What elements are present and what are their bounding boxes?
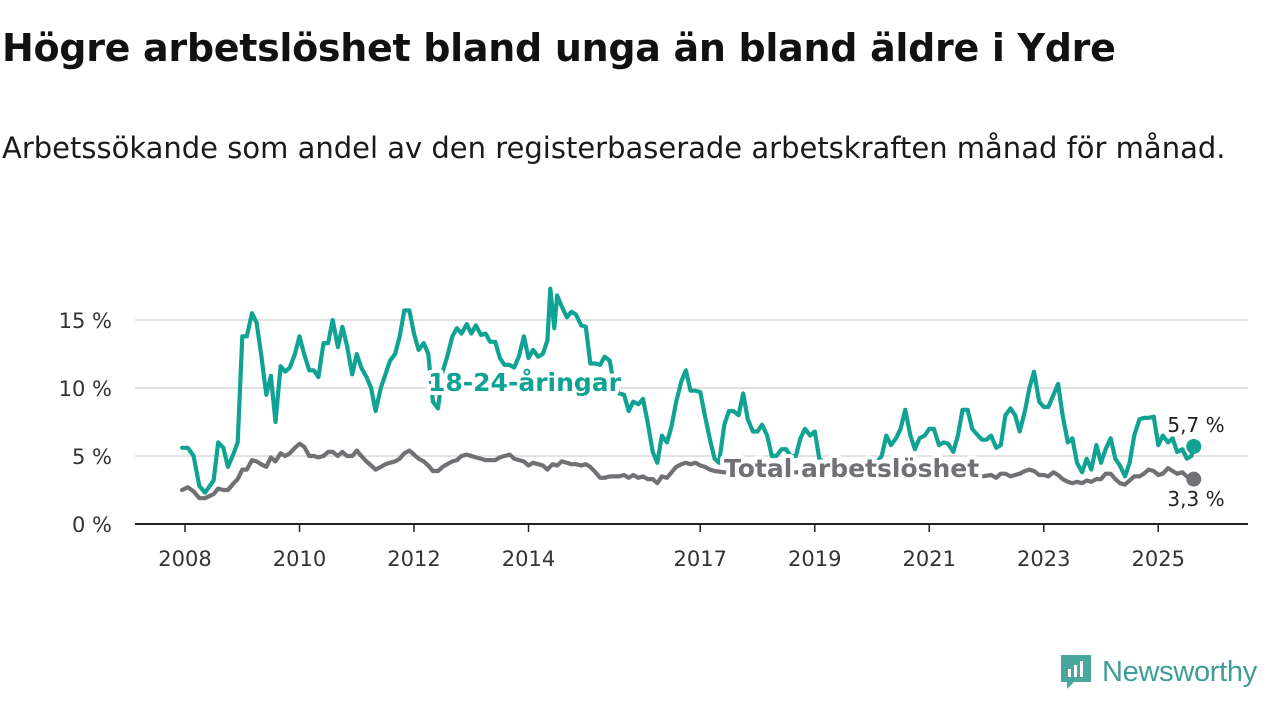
y-tick-label: 0 % [72, 513, 112, 537]
end-point-total [1186, 471, 1202, 487]
y-tick-label: 15 % [59, 309, 112, 333]
end-label-youth: 5,7 % [1167, 413, 1224, 437]
series-label-youth: 18-24-åringar [428, 368, 622, 397]
end-label-total: 3,3 % [1167, 487, 1224, 511]
newsworthy-logo-icon [1061, 655, 1091, 689]
x-tick-label: 2008 [158, 547, 211, 571]
end-label-total-halo: 3,3 % [1167, 487, 1224, 511]
x-tick-label: 2014 [502, 547, 555, 571]
series-label-total: Total arbetslöshet [724, 454, 979, 483]
chart-title: Högre arbetslöshet bland unga än bland ä… [2, 26, 1116, 70]
x-tick-label: 2025 [1132, 547, 1185, 571]
x-tick-label: 2012 [387, 547, 440, 571]
x-tick-label: 2021 [903, 547, 956, 571]
x-tick-label: 2023 [1017, 547, 1070, 571]
brand-name: Newsworthy [1102, 655, 1257, 688]
chart-subtitle: Arbetssökande som andel av den registerb… [2, 131, 1226, 165]
line-chart: 0 % 5 % 10 % 15 % 2008 2010 2012 2014 2017 2019 20… [59, 286, 1248, 571]
brand: Newsworthy [1058, 652, 1257, 692]
series-line-total [180, 441, 1196, 501]
axes: 0 % 5 % 10 % 15 % 2008 2010 2012 2014 2017 2019 20… [59, 309, 1248, 571]
end-point-youth [1186, 438, 1202, 454]
x-tick-label: 2017 [674, 547, 727, 571]
series-lines [180, 286, 1202, 501]
x-tick-label: 2019 [788, 547, 841, 571]
series-label-total-halo: Total arbetslöshet [724, 454, 979, 483]
end-label-youth-halo: 5,7 % [1167, 413, 1224, 437]
x-tick-label: 2010 [273, 547, 326, 571]
series-line-youth [180, 286, 1196, 495]
y-tick-label: 10 % [59, 377, 112, 401]
y-tick-label: 5 % [72, 445, 112, 469]
series-label-youth-halo: 18-24-åringar [428, 368, 622, 397]
